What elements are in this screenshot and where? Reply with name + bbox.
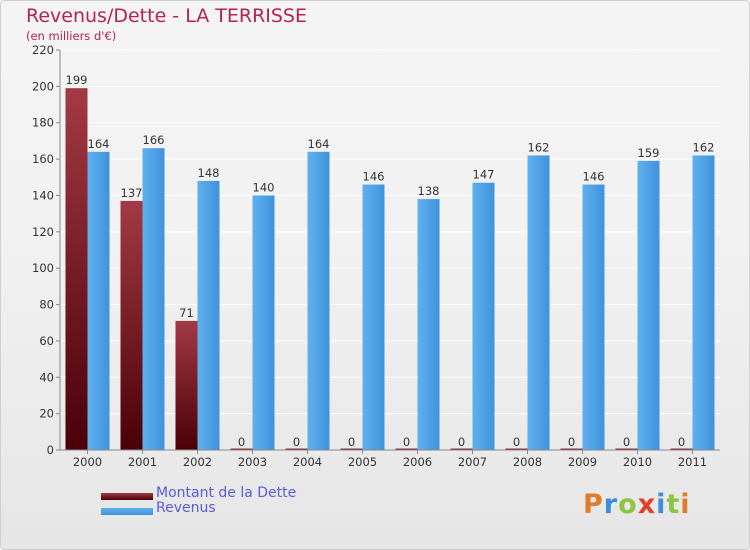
data-label: 146 bbox=[363, 170, 385, 184]
data-label: 148 bbox=[198, 166, 220, 180]
bar-revenus bbox=[307, 151, 330, 450]
data-label: 140 bbox=[253, 180, 275, 194]
data-label: 0 bbox=[293, 435, 300, 449]
y-tick-label: 220 bbox=[32, 43, 54, 57]
logo-letter: o bbox=[618, 489, 638, 520]
data-label: 0 bbox=[458, 435, 465, 449]
data-label: 0 bbox=[348, 435, 355, 449]
y-tick-label: 0 bbox=[47, 443, 54, 457]
data-label: 146 bbox=[583, 170, 605, 184]
bar-revenus bbox=[362, 184, 385, 450]
bar-dette bbox=[670, 448, 693, 450]
data-labels: 199 164 137 166 71 148 0 140 0 164 0 146 0 138 0 147 0 16… bbox=[66, 73, 715, 449]
y-tick-label: 100 bbox=[32, 261, 54, 275]
proxiti-logo: Proxiti bbox=[583, 489, 691, 520]
data-label: 162 bbox=[528, 140, 550, 154]
x-tick-label: 2003 bbox=[238, 455, 267, 469]
y-tick-label: 40 bbox=[39, 370, 54, 384]
chart-subtitle: (en milliers d'€) bbox=[26, 29, 117, 43]
bar-dette bbox=[615, 448, 638, 450]
y-tick-label: 120 bbox=[32, 225, 54, 239]
y-tick-label: 140 bbox=[32, 188, 54, 202]
y-tick-label: 60 bbox=[39, 334, 54, 348]
bar-dette bbox=[505, 448, 528, 450]
data-label: 159 bbox=[638, 146, 660, 160]
bar-revenus bbox=[197, 180, 220, 450]
x-tick-label: 2009 bbox=[568, 455, 597, 469]
bar-dette bbox=[560, 448, 583, 450]
y-tick-label: 20 bbox=[39, 407, 54, 421]
y-axis: 0 20 40 60 80 100 120 140 160 180 200 220 bbox=[32, 43, 61, 457]
bar-revenus bbox=[692, 155, 715, 451]
bar-dette bbox=[450, 448, 473, 450]
x-axis: 2000 2001 2002 2003 2004 2005 2006 2007 2008 2009… bbox=[60, 449, 720, 469]
x-tick-label: 2011 bbox=[678, 455, 707, 469]
bars bbox=[65, 88, 715, 451]
data-label: 162 bbox=[693, 140, 715, 154]
y-tick-label: 180 bbox=[32, 116, 54, 130]
data-label: 0 bbox=[513, 435, 520, 449]
logo-letter: t bbox=[666, 489, 681, 520]
data-label: 0 bbox=[623, 435, 630, 449]
data-label: 71 bbox=[179, 306, 194, 320]
legend-label-revenus: Revenus bbox=[156, 500, 216, 516]
x-tick-label: 2010 bbox=[623, 455, 652, 469]
data-label: 138 bbox=[418, 184, 440, 198]
data-label: 164 bbox=[88, 137, 110, 151]
data-label: 199 bbox=[66, 73, 88, 87]
bar-revenus bbox=[527, 155, 550, 451]
x-tick-label: 2002 bbox=[183, 455, 212, 469]
legend-label-dette: Montant de la Dette bbox=[156, 485, 297, 501]
bar-revenus bbox=[417, 199, 440, 450]
bar-revenus bbox=[582, 184, 605, 450]
data-label: 137 bbox=[121, 186, 143, 200]
data-label: 0 bbox=[678, 435, 685, 449]
y-tick-label: 160 bbox=[32, 152, 54, 166]
data-label: 166 bbox=[143, 133, 165, 147]
bar-dette bbox=[340, 448, 363, 450]
data-label: 147 bbox=[473, 168, 495, 182]
bar-revenus bbox=[252, 195, 275, 450]
bar-dette bbox=[175, 320, 198, 450]
bar-dette bbox=[285, 448, 308, 450]
data-label: 0 bbox=[238, 435, 245, 449]
bar-revenus bbox=[472, 182, 495, 450]
bar-dette bbox=[120, 200, 143, 450]
logo-letter: i bbox=[680, 489, 691, 520]
chart-title: Revenus/Dette - LA TERRISSE bbox=[26, 5, 308, 27]
legend-swatch-dette bbox=[101, 493, 153, 500]
y-tick-label: 80 bbox=[39, 298, 54, 312]
gridlines bbox=[60, 49, 720, 451]
logo-letter: P bbox=[583, 489, 604, 520]
data-label: 164 bbox=[308, 137, 330, 151]
y-tick-label: 200 bbox=[32, 79, 54, 93]
logo-letter: r bbox=[603, 489, 619, 520]
bar-revenus bbox=[637, 160, 660, 450]
x-tick-label: 2008 bbox=[513, 455, 542, 469]
x-tick-label: 2006 bbox=[403, 455, 432, 469]
bar-dette bbox=[395, 448, 418, 450]
data-label: 0 bbox=[568, 435, 575, 449]
logo-letter: i bbox=[656, 489, 667, 520]
logo-letter: x bbox=[637, 489, 657, 520]
x-tick-label: 2004 bbox=[293, 455, 322, 469]
legend-swatch-revenus bbox=[101, 508, 153, 515]
bar-revenus bbox=[87, 151, 110, 450]
bar-dette bbox=[65, 88, 88, 450]
x-tick-label: 2001 bbox=[128, 455, 157, 469]
x-tick-label: 2007 bbox=[458, 455, 487, 469]
bar-dette bbox=[230, 448, 253, 450]
x-tick-label: 2005 bbox=[348, 455, 377, 469]
bar-revenus bbox=[142, 148, 165, 450]
x-tick-label: 2000 bbox=[73, 455, 102, 469]
data-label: 0 bbox=[403, 435, 410, 449]
